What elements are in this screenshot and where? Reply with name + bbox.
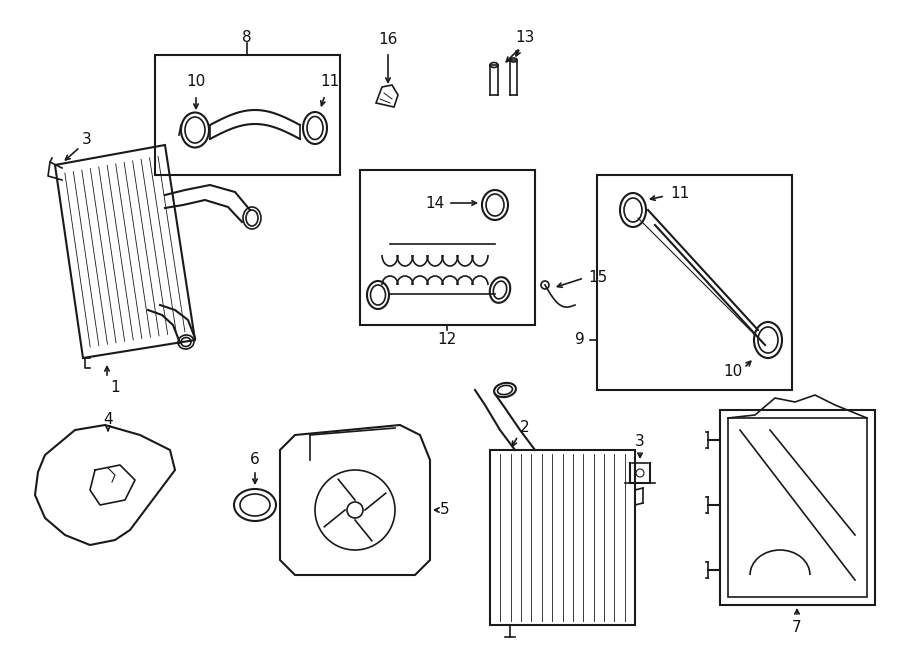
Text: 11: 11 (670, 186, 689, 200)
Bar (155, 55, 340, 175)
Text: 11: 11 (320, 75, 339, 89)
Text: 14: 14 (426, 196, 445, 210)
Text: 6: 6 (250, 453, 260, 467)
Text: 9: 9 (575, 332, 585, 348)
Text: 3: 3 (82, 132, 92, 147)
Text: 13: 13 (516, 30, 535, 46)
Text: 8: 8 (242, 30, 252, 46)
Text: 1: 1 (110, 381, 120, 395)
Bar (720, 410, 875, 605)
Text: 10: 10 (724, 364, 742, 379)
Bar (597, 175, 792, 390)
Text: 16: 16 (378, 32, 398, 48)
Text: 12: 12 (437, 332, 456, 348)
Text: 3: 3 (635, 434, 645, 449)
Text: 2: 2 (520, 420, 530, 436)
Bar (360, 170, 535, 325)
Bar (490, 450, 635, 625)
Text: 4: 4 (104, 412, 112, 428)
Bar (728, 418, 867, 597)
Text: 10: 10 (186, 75, 205, 89)
Text: 5: 5 (440, 502, 450, 518)
Text: 15: 15 (589, 270, 608, 286)
Text: 7: 7 (792, 619, 802, 635)
